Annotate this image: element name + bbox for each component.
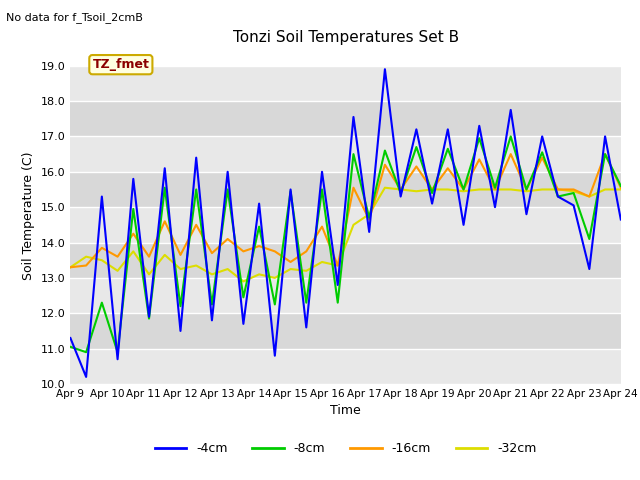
- Text: TZ_fmet: TZ_fmet: [92, 58, 149, 71]
- Title: Tonzi Soil Temperatures Set B: Tonzi Soil Temperatures Set B: [232, 30, 459, 46]
- Bar: [70, 348, 621, 384]
- Bar: [70, 278, 621, 313]
- Bar: [70, 313, 621, 348]
- Bar: [70, 172, 621, 207]
- Text: No data for f_Tsoil_2cmB: No data for f_Tsoil_2cmB: [6, 12, 143, 23]
- Legend: -4cm, -8cm, -16cm, -32cm: -4cm, -8cm, -16cm, -32cm: [150, 437, 541, 460]
- Bar: [70, 207, 621, 242]
- Bar: [70, 101, 621, 136]
- Y-axis label: Soil Temperature (C): Soil Temperature (C): [22, 152, 35, 280]
- Bar: [70, 242, 621, 278]
- X-axis label: Time: Time: [330, 405, 361, 418]
- Bar: [70, 136, 621, 172]
- Bar: [70, 66, 621, 101]
